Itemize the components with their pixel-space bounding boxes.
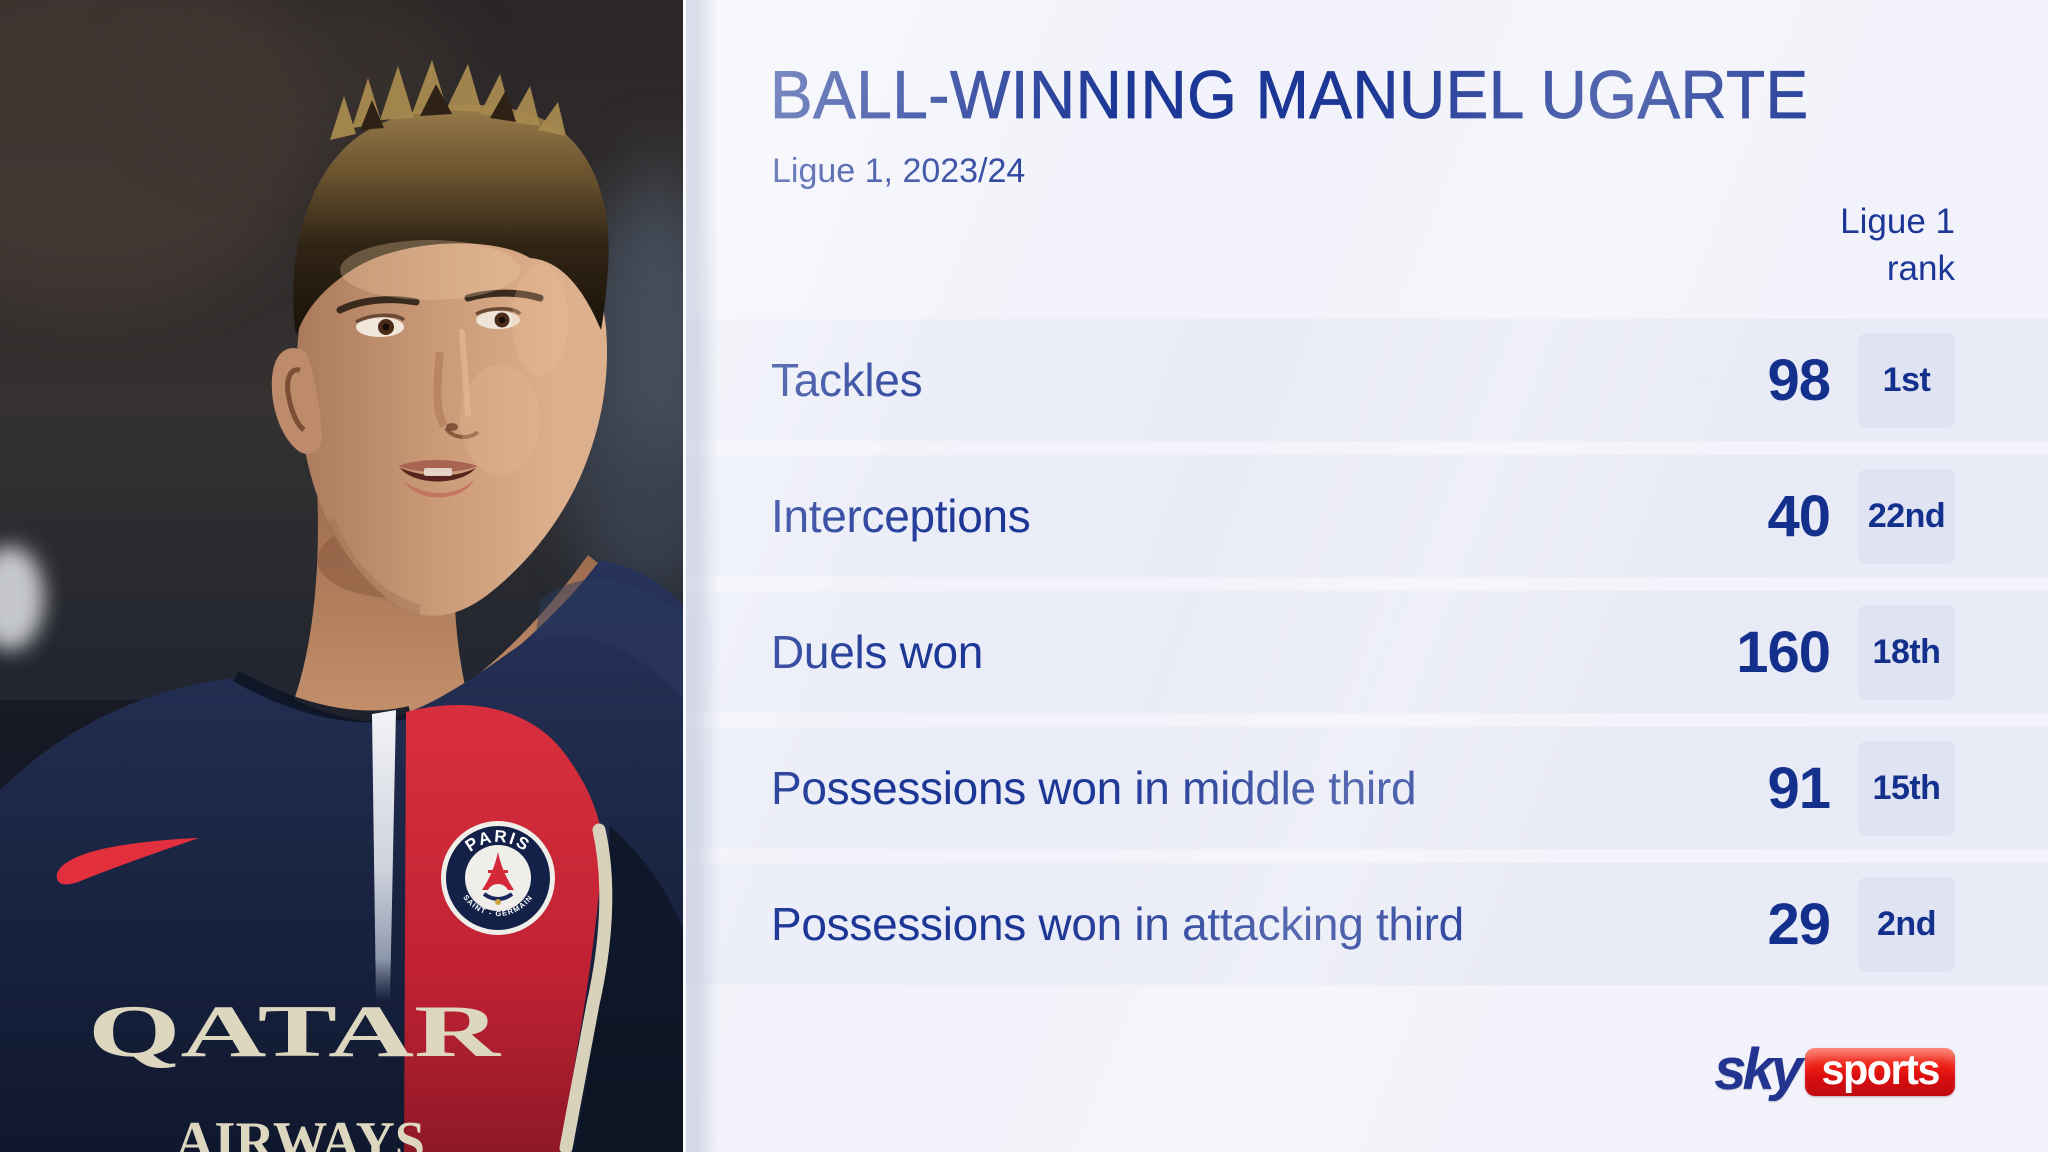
- rank-column-header: Ligue 1 rank: [1840, 198, 1955, 292]
- stat-label: Possessions won in attacking third: [771, 898, 1464, 950]
- stat-value: 91: [1767, 755, 1831, 821]
- rank-badge-label: 18th: [1872, 632, 1941, 671]
- sleeve-piping: [559, 823, 613, 1152]
- player-mouth: [398, 460, 478, 498]
- stat-row: Duels won 160 18th: [683, 591, 2048, 713]
- stat-value: 160: [1736, 619, 1831, 685]
- subtitle: Ligue 1, 2023/24: [772, 152, 1026, 190]
- stat-row: Interceptions 40 22nd: [683, 455, 2048, 577]
- stats-table: Tackles 98 1st Interceptions 40 22nd Due…: [683, 319, 2048, 999]
- stat-label: Interceptions: [771, 490, 1031, 542]
- shirt-sponsor-line1: QATAR: [88, 991, 502, 1073]
- stat-label: Possessions won in middle third: [771, 762, 1417, 814]
- stat-value: 40: [1767, 483, 1831, 549]
- stat-value: 98: [1767, 347, 1831, 413]
- stat-row: Possessions won in middle third 91 15th: [683, 727, 2048, 849]
- shirt-sponsor-line2: AIRWAYS: [175, 1111, 425, 1152]
- shirt-white-stripe: [372, 710, 396, 1002]
- rank-column-header-line2: rank: [1886, 249, 1955, 288]
- rank-badge-label: 22nd: [1867, 496, 1946, 535]
- hair-spikes: [330, 60, 566, 140]
- player-photo: PARIS SAINT - GERMAIN QATAR AIRWAYS: [0, 0, 683, 1152]
- player-photo-illustration: PARIS SAINT - GERMAIN QATAR AIRWAYS: [0, 0, 683, 1152]
- stat-label: Tackles: [771, 354, 923, 406]
- club-crest: PARIS SAINT - GERMAIN: [441, 821, 555, 935]
- rank-badge-label: 15th: [1872, 768, 1941, 807]
- player-head: [271, 60, 609, 616]
- stats-panel: BALL-WINNING MANUEL UGARTE Ligue 1, 2023…: [683, 0, 2048, 1152]
- sky-wordmark: sky: [1714, 1036, 1803, 1102]
- rank-badge: 15th: [1858, 740, 1955, 836]
- rank-badge: 2nd: [1858, 876, 1955, 972]
- rank-badge: 22nd: [1858, 468, 1955, 564]
- player-hair: [293, 104, 609, 336]
- stat-row: Possessions won in attacking third 29 2n…: [683, 863, 2048, 985]
- rank-badge-label: 1st: [1882, 360, 1931, 399]
- player-eyes: [355, 307, 522, 337]
- player-ear: [271, 348, 322, 455]
- rank-badge: 18th: [1858, 604, 1955, 700]
- sports-wordmark-box: sports: [1805, 1045, 1955, 1096]
- bokeh-highlight: [0, 546, 44, 650]
- nike-swoosh-icon: [56, 838, 199, 885]
- sky-sports-logo: sky sports: [1714, 1037, 1955, 1102]
- rank-badge: 1st: [1858, 332, 1955, 428]
- rank-column-header-line1: Ligue 1: [1840, 202, 1955, 241]
- stat-value: 29: [1767, 891, 1831, 957]
- stat-label: Duels won: [771, 626, 984, 678]
- sports-wordmark: sports: [1821, 1045, 1940, 1094]
- rank-badge-label: 2nd: [1877, 904, 1936, 943]
- stat-row: Tackles 98 1st: [683, 319, 2048, 441]
- page-title: BALL-WINNING MANUEL UGARTE: [770, 57, 1809, 134]
